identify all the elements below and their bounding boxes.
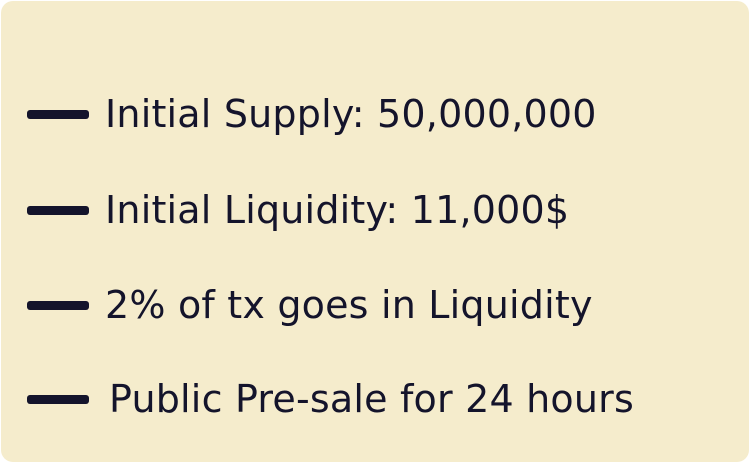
list-item-text: Initial Supply: 50,000,000 bbox=[105, 92, 597, 136]
list-item-text: 2% of tx goes in Liquidity bbox=[105, 283, 593, 327]
list-item-initial-liquidity: Initial Liquidity: 11,000$ bbox=[27, 180, 569, 240]
dash-bullet-icon bbox=[27, 109, 89, 119]
list-item-liquidity-tax: 2% of tx goes in Liquidity bbox=[27, 275, 593, 335]
dash-bullet-icon bbox=[27, 205, 89, 215]
list-item-initial-supply: Initial Supply: 50,000,000 bbox=[27, 84, 597, 144]
list-item-text: Public Pre-sale for 24 hours bbox=[109, 377, 634, 421]
dash-bullet-icon bbox=[27, 300, 89, 310]
list-item-presale: Public Pre-sale for 24 hours bbox=[27, 369, 634, 429]
list-item-text: Initial Liquidity: 11,000$ bbox=[105, 188, 570, 232]
dash-bullet-icon bbox=[27, 394, 89, 404]
